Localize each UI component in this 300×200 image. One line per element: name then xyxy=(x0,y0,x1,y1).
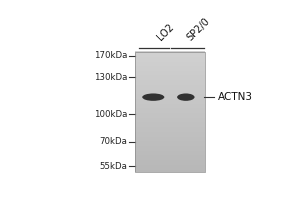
Text: 100kDa: 100kDa xyxy=(94,110,127,119)
Text: SP2/0: SP2/0 xyxy=(185,16,212,42)
Ellipse shape xyxy=(142,93,164,101)
Text: 55kDa: 55kDa xyxy=(99,162,127,171)
Text: 130kDa: 130kDa xyxy=(94,73,127,82)
Text: ACTN3: ACTN3 xyxy=(218,92,253,102)
Text: 170kDa: 170kDa xyxy=(94,51,127,60)
Bar xyxy=(135,52,205,172)
Ellipse shape xyxy=(177,93,195,101)
Text: 70kDa: 70kDa xyxy=(99,137,127,146)
Text: LO2: LO2 xyxy=(155,22,176,42)
